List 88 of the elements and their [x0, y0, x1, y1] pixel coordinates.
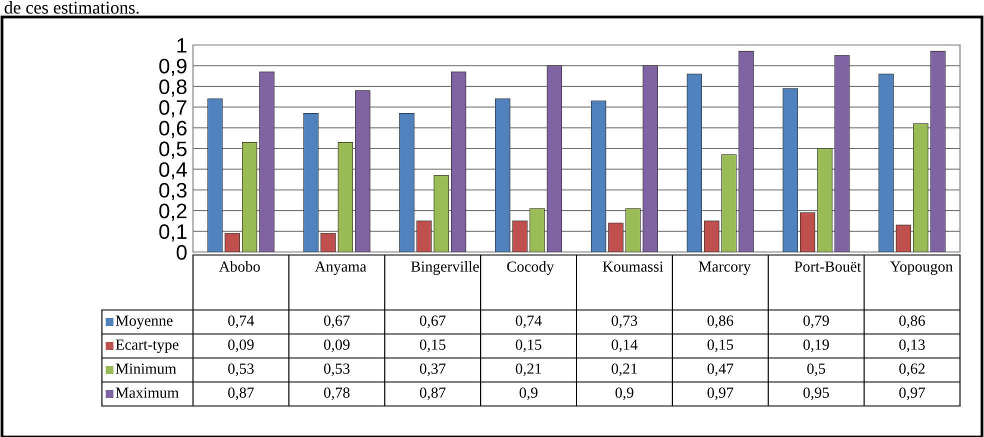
bar [259, 72, 274, 252]
x-tick-label: Koumassi [602, 261, 664, 272]
data-label: 0,15 [516, 340, 542, 352]
data-label: 0,15 [708, 340, 734, 352]
y-tick-label: 0,2 [159, 204, 186, 221]
bar [224, 233, 240, 252]
legend-label: Ecart-type [116, 340, 178, 353]
x-tick-label: Cocody [507, 261, 554, 275]
data-label: 0,14 [612, 340, 638, 352]
data-label: 0,19 [803, 340, 829, 352]
bar [320, 233, 336, 252]
data-label: 0,13 [899, 340, 925, 352]
legend-label: Moyenne [116, 316, 173, 329]
bar [355, 90, 370, 252]
data-label: 0,9 [520, 388, 538, 400]
y-tick-label: 0,5 [159, 142, 187, 159]
bar [817, 148, 832, 252]
bar [721, 154, 737, 252]
y-tick-label: 0 [176, 245, 187, 260]
data-label: 0,74 [516, 316, 542, 328]
data-label: 0,78 [324, 388, 350, 400]
data-label: 0,5 [807, 364, 826, 376]
bar [303, 113, 319, 252]
x-tick-label: Abobo [219, 261, 260, 272]
data-label: 0,53 [324, 364, 350, 376]
bar [530, 208, 545, 252]
x-tick-label: Yopougon [890, 262, 953, 275]
bar [608, 222, 624, 252]
data-label: 0,62 [899, 364, 925, 376]
bar [642, 65, 658, 252]
bar [834, 55, 850, 252]
data-label: 0,79 [803, 316, 829, 328]
y-tick-label: 0,1 [159, 224, 186, 242]
y-tick-label: 0,3 [159, 182, 187, 200]
data-label: 0,37 [420, 364, 446, 376]
bar [338, 142, 354, 252]
bar [930, 50, 946, 252]
data-label: 0,87 [420, 388, 446, 400]
data-label: 0,09 [324, 340, 350, 352]
x-tick-label: Port-Bouët [794, 262, 862, 272]
data-label: 0,87 [228, 388, 254, 400]
bar [242, 142, 258, 252]
bar [450, 72, 466, 252]
data-label: 0,74 [228, 316, 254, 328]
bar [546, 65, 562, 252]
data-label: 0,97 [899, 388, 925, 400]
data-label: 0,53 [228, 364, 254, 376]
data-label: 0,73 [612, 316, 638, 328]
bar [738, 50, 754, 252]
y-tick-label: 1 [177, 38, 186, 53]
data-label: 0,09 [228, 340, 254, 352]
y-tick-label: 0,4 [159, 162, 187, 180]
x-tick-label: Anyama [314, 261, 366, 275]
bar [512, 220, 528, 252]
bar [782, 88, 798, 252]
data-label: 0,97 [708, 388, 734, 400]
legend-label: Minimum [116, 364, 176, 374]
bar [495, 98, 510, 252]
bar [590, 100, 606, 252]
bar [686, 74, 702, 252]
data-label: 0,21 [612, 364, 637, 376]
y-tick-label: 0,8 [159, 79, 187, 97]
data-label: 0,86 [899, 316, 925, 328]
bar [625, 208, 641, 252]
data-label: 0,21 [516, 364, 542, 376]
y-tick-label: 0,9 [159, 58, 186, 76]
data-label: 0,67 [420, 316, 446, 328]
bar [434, 175, 449, 252]
x-tick-label: Bingerville [411, 261, 479, 275]
data-label: 0,86 [708, 316, 734, 328]
bar [399, 113, 414, 252]
text: de ces estimations. [4, 1, 139, 14]
data-label: 0,95 [803, 388, 829, 400]
bar [913, 123, 928, 252]
bar [878, 74, 894, 252]
bar [896, 224, 912, 252]
bar [207, 98, 223, 252]
data-label: 0,15 [420, 340, 446, 352]
y-tick-label: 0,6 [159, 120, 187, 138]
data-label: 0,67 [324, 316, 350, 328]
x-tick-label: Marcory [698, 262, 751, 275]
data-label: 0,47 [708, 364, 734, 376]
bar [704, 220, 720, 252]
bar [416, 220, 432, 252]
bar [800, 212, 816, 252]
legend-label: Maximum [116, 388, 179, 398]
y-tick-label: 0,7 [159, 100, 186, 118]
data-label: 0,9 [615, 388, 634, 400]
